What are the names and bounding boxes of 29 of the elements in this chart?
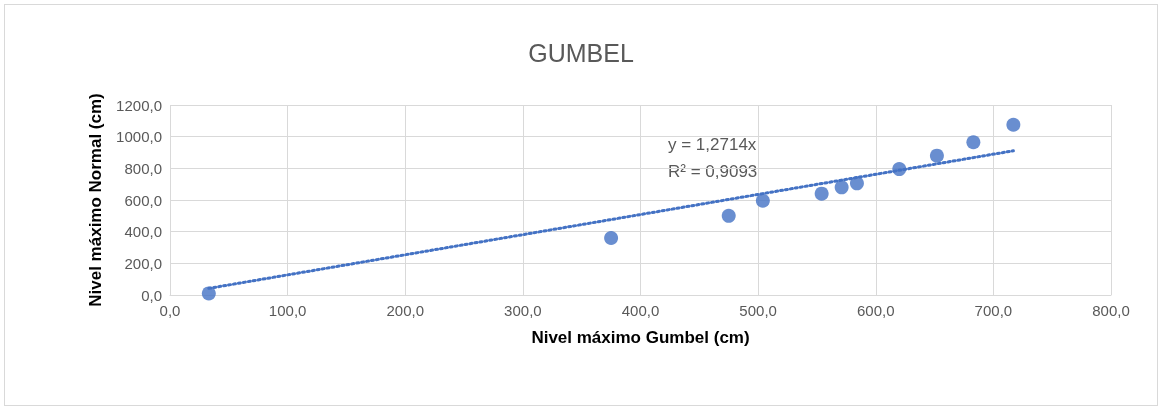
x-tick-label: 600,0: [856, 302, 895, 319]
point: [721, 208, 736, 223]
x-tick-label: 700,0: [974, 302, 1013, 319]
x-tick-label: 300,0: [504, 302, 542, 319]
annotation: y = 1,2714x: [668, 135, 757, 154]
y-tick-label: 600,0: [124, 191, 162, 209]
x-tick-label: 0,0: [159, 302, 181, 319]
x-axis-title: Nivel máximo Gumbel (cm): [531, 328, 750, 347]
x-tick-label: 200,0: [386, 302, 425, 319]
point: [755, 193, 770, 208]
y-tick-label: 1200,0: [116, 96, 162, 114]
chart-title: GUMBEL: [528, 38, 634, 67]
y-tick-label: 800,0: [124, 159, 162, 177]
point: [604, 231, 619, 245]
x-tick-label: 800,0: [1092, 302, 1130, 319]
point: [929, 148, 944, 163]
x-tick-label: 500,0: [739, 302, 777, 319]
point: [966, 135, 981, 150]
point: [814, 186, 829, 201]
y-tick-label: 400,0: [124, 223, 162, 241]
x-tick-label: 100,0: [268, 302, 307, 319]
y-tick-label: 0,0: [141, 286, 162, 304]
point: [834, 180, 849, 195]
point: [1006, 117, 1021, 132]
y-axis-title: Nivel máximo Normal (cm): [86, 93, 105, 307]
y-tick-label: 1000,0: [116, 128, 162, 146]
point: [201, 286, 216, 301]
y-tick-label: 200,0: [124, 254, 162, 272]
x-tick-label: 400,0: [621, 302, 660, 319]
